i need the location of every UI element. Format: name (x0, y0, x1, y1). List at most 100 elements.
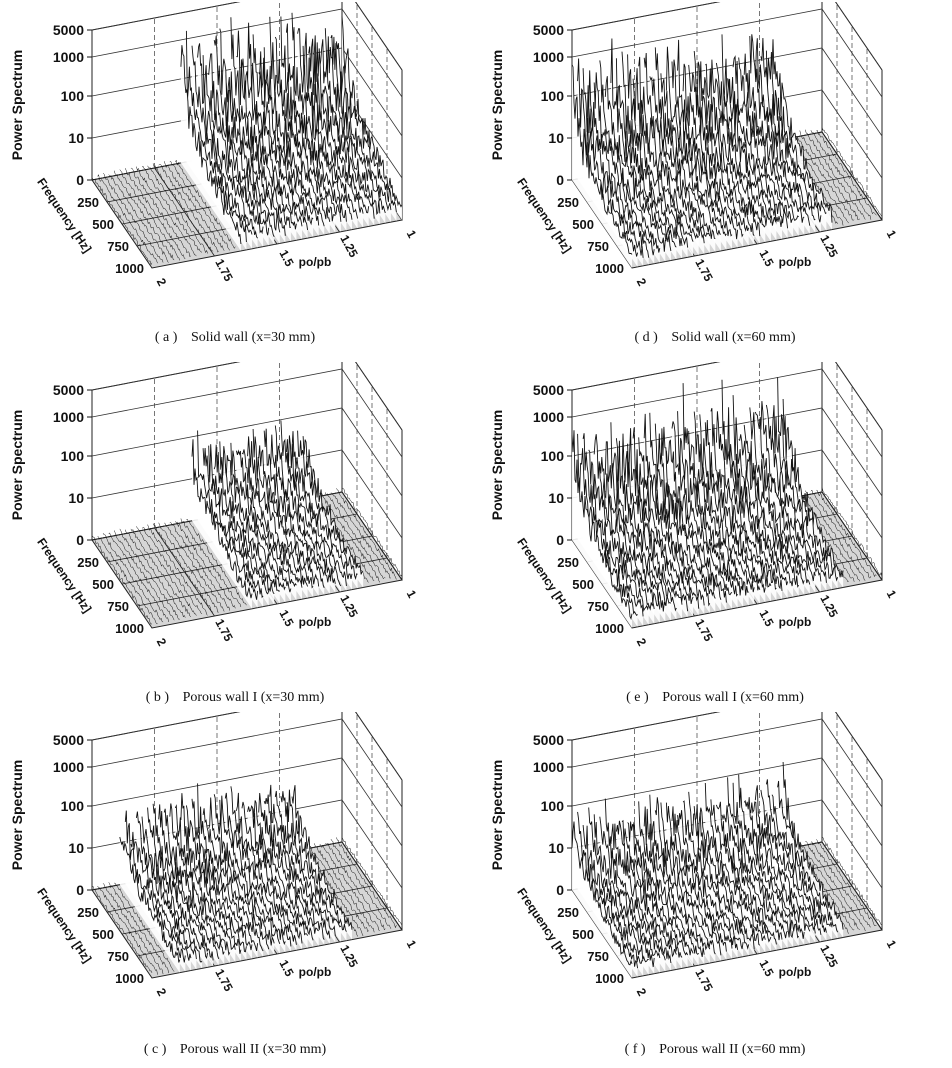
spectrum-trace (319, 39, 381, 216)
spectrum-trace (113, 170, 175, 261)
p-tick-label: 2 (634, 986, 650, 999)
spectrum-trace (291, 431, 353, 580)
spectrum-trace (136, 526, 197, 616)
z-tick-label: 1000 (53, 759, 84, 775)
spectrum-trace (682, 800, 744, 950)
spectrum-trace (621, 819, 683, 958)
chart-panel-d: 5000 1000 100 10 0 Power Spectrum 250 500 750 100… (480, 2, 950, 358)
z-tick-label: 100 (541, 798, 565, 814)
spectrum-trace (771, 39, 833, 223)
spectrum-trace (125, 529, 186, 618)
spectrum-trace (571, 64, 633, 255)
frequency-axis-title: Frequency [Hz] (514, 536, 574, 616)
trace-fill (572, 430, 632, 628)
f-tick-label: 1000 (595, 621, 624, 636)
spectrum-trace (297, 430, 358, 580)
z-tick-label: 10 (548, 130, 564, 146)
trace-fill (583, 68, 644, 266)
spectrum-trace (274, 36, 336, 222)
caption-b: ( b ) Porous wall I (x=30 mm) (0, 690, 470, 706)
caption-text: Solid wall (671, 330, 729, 345)
z-tick-label: 1000 (53, 409, 84, 425)
z-gridline (91, 757, 403, 847)
p-tick-label: 1.25 (337, 233, 360, 260)
caption-letter: ( a ) (154, 330, 178, 345)
spectrum-trace (258, 792, 319, 934)
spectrum-trace (688, 791, 750, 950)
z-gridline (571, 757, 883, 847)
spectrum-trace (738, 434, 800, 588)
z-gridline (91, 718, 403, 808)
z-tick-label: 5000 (53, 22, 84, 38)
z-tick-label: 5000 (533, 732, 564, 748)
spectrum-trace (627, 821, 689, 956)
caption-e: ( e ) Porous wall I (x=60 mm) (480, 690, 950, 706)
spectrum-trace (330, 35, 392, 212)
spectrum-trace (610, 422, 672, 607)
p-tick-label: 2 (634, 636, 650, 649)
spectrum-trace (213, 794, 275, 946)
spectrum-trace (269, 434, 331, 583)
chart-panel-b: 5000 1000 100 10 0 Power Spectrum 250 500 750 100… (0, 362, 470, 718)
f-tick-label: 500 (572, 577, 594, 592)
spectrum-trace (202, 55, 264, 235)
f-tick-label: 250 (77, 905, 99, 920)
p-axis-title: po/pb (299, 615, 332, 629)
chart-panel-e: 5000 1000 100 10 0 Power Spectrum 250 500 750 100… (480, 362, 950, 718)
spectrum-trace (710, 407, 772, 588)
spectrum-trace (308, 843, 369, 933)
spectrum-trace (230, 17, 292, 229)
spectrum-trace (219, 795, 281, 945)
spectrum-trace (113, 530, 175, 621)
spectrum-trace (705, 63, 766, 228)
spectrum-trace (810, 489, 872, 579)
spectrum-trace (721, 34, 783, 227)
caption-text: Porous wall I (662, 690, 737, 705)
spectrum-trace (330, 838, 392, 929)
z-tick-label: 0 (76, 882, 84, 898)
spectrum-trace (765, 404, 827, 583)
spectrum-trace (235, 792, 297, 945)
z-gridline (91, 2, 403, 71)
spectrum-trace (247, 805, 308, 936)
spectrum-trace (269, 784, 331, 939)
spectrum-trace (224, 455, 286, 591)
spectrum-trace (102, 172, 164, 263)
f-tick-label: 750 (587, 599, 609, 614)
spectrum-trace (704, 782, 766, 941)
spectrum-trace (760, 789, 822, 935)
spectrum-trace (241, 449, 303, 588)
spectrum-trace (665, 46, 727, 237)
spectrum-trace (285, 435, 347, 587)
z-gridline (91, 407, 403, 497)
spectrum-trace (208, 444, 270, 595)
trace-fill (269, 16, 330, 234)
spectrum-trace (771, 794, 833, 928)
spectrum-trace (677, 810, 739, 950)
spectrum-trace (313, 843, 375, 933)
spectrum-trace (108, 532, 169, 623)
spectrum-trace (169, 161, 231, 251)
p-tick-label: 1 (884, 938, 900, 951)
frequency-axis-title: Frequency [Hz] (34, 176, 94, 256)
spectrum-trace (805, 490, 866, 581)
spectrum-trace (632, 821, 694, 956)
spectrum-trace (693, 804, 755, 950)
p-axis-title: po/pb (299, 965, 332, 979)
spectrum-trace (765, 779, 827, 933)
p-tick-label: 1.75 (212, 617, 235, 644)
spectrum-trace (821, 486, 883, 578)
z-tick-label: 10 (68, 130, 84, 146)
spectrum-trace (163, 808, 225, 955)
spectrum-trace (252, 34, 314, 226)
spectrum-trace (682, 63, 744, 238)
spectrum-trace (671, 59, 733, 237)
spectrum-trace (621, 51, 683, 247)
spectrum-trace (593, 434, 655, 611)
caption-text: Porous wall II (659, 1042, 739, 1057)
z-tick-label: 0 (556, 172, 564, 188)
spectrum-trace (821, 127, 883, 217)
spectrum-trace (799, 491, 861, 582)
